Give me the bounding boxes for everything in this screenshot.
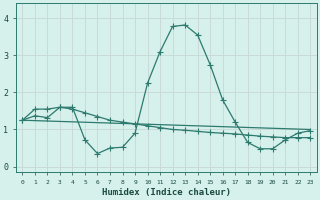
X-axis label: Humidex (Indice chaleur): Humidex (Indice chaleur) [102,188,231,197]
